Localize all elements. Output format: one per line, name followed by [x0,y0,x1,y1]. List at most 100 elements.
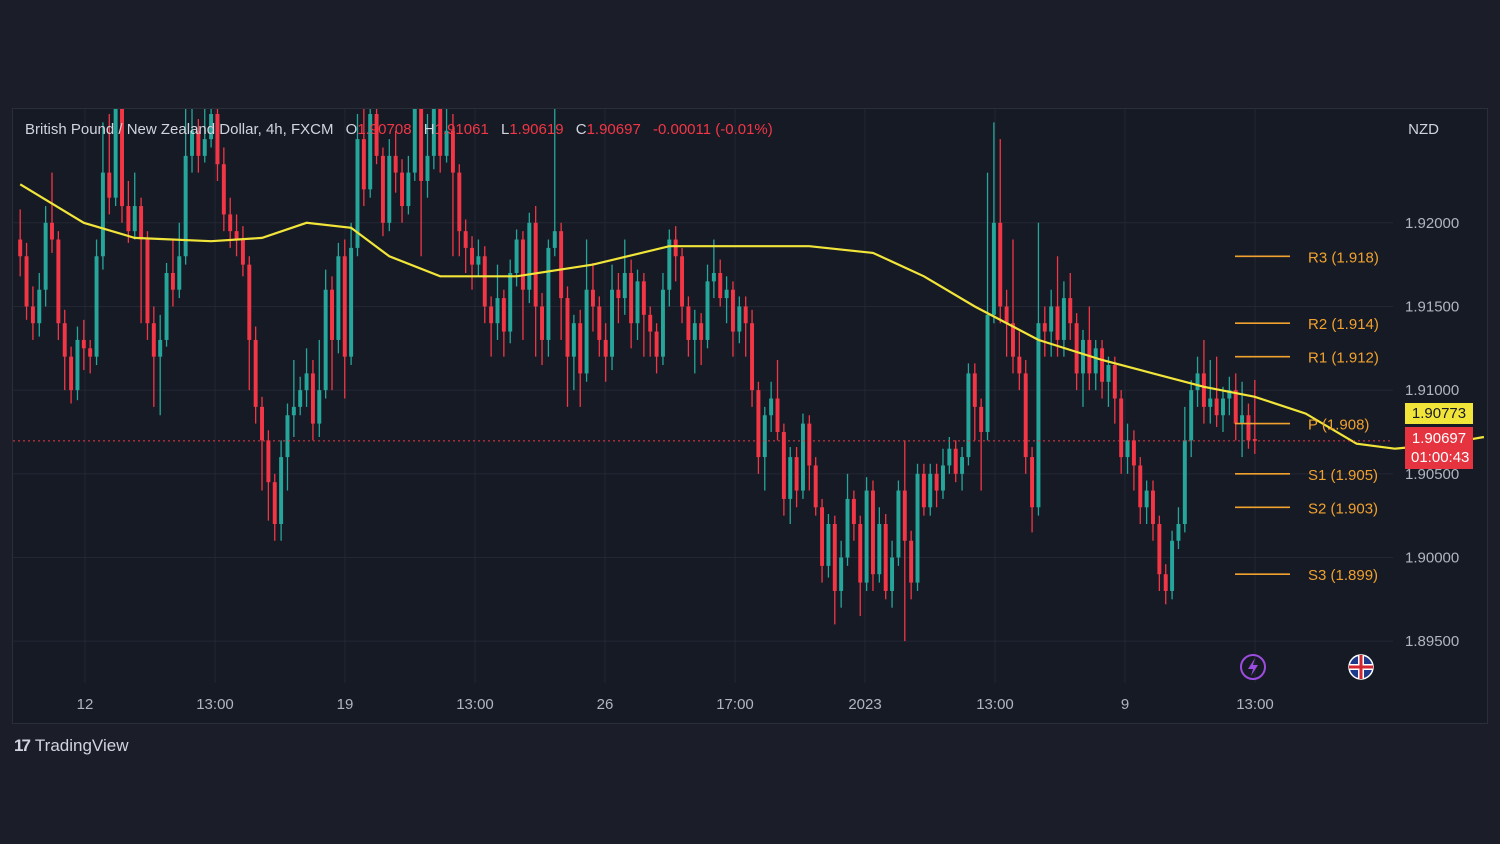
y-tick-label: 1.91000 [1405,382,1459,399]
y-tick-label: 1.90500 [1405,466,1459,483]
candle-down [750,323,755,391]
candle-up [444,130,449,156]
moving-average-line [19,183,1485,450]
candle-down [807,423,812,466]
candle-up [113,109,118,198]
candle-down [310,373,315,424]
candle-down [979,406,984,432]
candle-down [151,323,156,357]
candle-down [450,130,455,173]
candle-up [915,473,920,583]
candle-down [699,323,704,340]
candle-up [406,172,411,207]
candle-down [972,373,977,407]
candle-up [94,256,99,357]
candle-up [508,273,513,332]
candle-down [718,273,723,299]
candle-down [902,490,907,541]
candle-down [775,398,780,432]
candle-down [196,130,201,156]
candle-up [1221,398,1225,416]
candle-down [1004,306,1009,324]
candle-up [896,490,901,558]
candle-up [1208,398,1213,407]
pivot-level-label: S3 (1.899) [1308,567,1378,584]
close-price-value: 1.90697 [1411,430,1467,447]
tradingview-logo[interactable]: 17 TradingView [14,736,128,756]
candle-up [1189,390,1194,441]
candle-down [820,507,825,566]
candle-up [336,256,341,340]
candle-down [603,339,608,357]
high-label: H [423,121,435,138]
candle-down [1131,440,1136,466]
candle-down [380,155,385,223]
y-tick-label: 1.92000 [1405,215,1459,232]
candle-up [1170,540,1175,591]
x-tick-label: 9 [1121,696,1129,713]
candle-down [1023,373,1028,458]
candle-down [559,231,564,299]
candlestick-chart[interactable]: 1.92000 1.91500 1.91000 1.90500 1.90000 1.895… [13,109,1488,724]
candle-down [266,440,271,483]
lightning-icon-ring [1240,654,1266,680]
candle-down [953,448,958,474]
x-tick-label: 2023 [848,696,881,713]
pivot-level-label: S2 (1.903) [1308,500,1378,517]
ma-price-tag: 1.90773 [1405,403,1473,424]
candle-up [202,139,207,156]
candle-down [680,256,685,307]
candle-up [476,256,481,265]
candle-down [590,289,595,307]
candle-up [737,306,742,332]
candle-up [37,289,42,324]
lightning-icon-bolt [1248,658,1258,676]
candle-up [845,498,850,558]
candle-up [355,139,360,248]
candle-down [234,231,239,240]
candle-up [132,206,137,232]
candle-down [170,273,175,290]
close-value: 1.90697 [586,121,641,138]
high-value: 1.91061 [434,121,489,138]
candle-up [724,289,729,299]
candle-down [1011,323,1015,357]
pivot-level-label: S1 (1.905) [1308,467,1378,484]
bar-countdown: 01:00:43 [1411,449,1470,466]
candle-down [858,524,863,583]
candle-down [361,139,366,190]
candle-up [75,339,80,391]
candle-down [1055,306,1060,340]
candle-up [387,155,392,223]
symbol-name[interactable]: British Pound / New Zealand Dollar, 4h, … [25,121,334,138]
pivot-level-label: P (1.908) [1308,417,1369,434]
chart-panel[interactable]: 1.92000 1.91500 1.91000 1.90500 1.90000 1.895… [12,108,1488,724]
candle-up [839,557,844,591]
candle-down [438,109,443,156]
y-tick-label: 1.90000 [1405,549,1459,566]
candle-down [1157,524,1162,575]
candle-up [769,398,774,416]
candle-up [546,247,551,340]
lightning-event-icon [1240,654,1266,680]
x-tick-label: 26 [597,696,614,713]
candle-up [1144,490,1149,508]
candle-up [941,465,945,491]
open-label: O [345,121,358,138]
candle-up [412,109,417,173]
candle-down [62,323,67,357]
candle-down [1214,398,1219,416]
x-tick-label: 12 [77,696,94,713]
candle-down [1151,490,1155,525]
candle-down [909,540,914,583]
candle-up [1093,348,1098,374]
pivot-level-label: R1 (1.912) [1308,350,1379,367]
candle-down [641,281,646,315]
candle-up [667,239,672,290]
candle-down [1119,398,1124,458]
candle-down [832,524,837,591]
candle-up [431,109,436,156]
x-tick-label: 13:00 [196,696,234,713]
candle-down [998,222,1003,307]
candle-down [781,431,786,499]
